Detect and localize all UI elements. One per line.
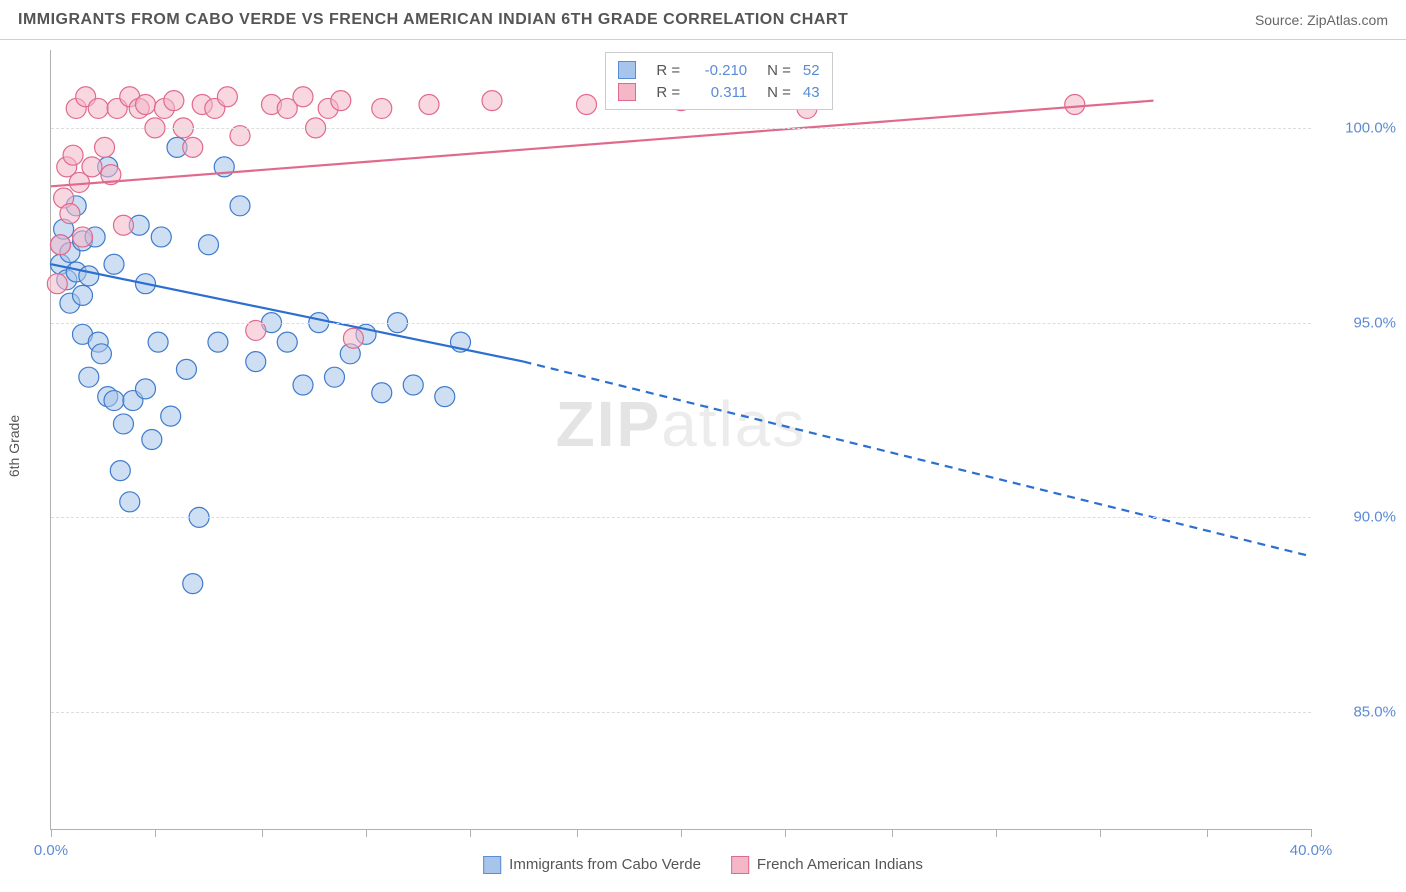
n-value: 43 [803,84,820,101]
gridline [51,517,1311,518]
xtick [681,829,682,837]
n-value: 52 [803,62,820,79]
legend-swatch-1 [483,856,501,874]
n-label: N = [767,62,791,79]
r-label: R = [656,84,680,101]
chart-source: Source: ZipAtlas.com [1255,12,1388,28]
ytick-label: 85.0% [1321,704,1396,721]
ytick-label: 90.0% [1321,509,1396,526]
legend-item-2: French American Indians [731,856,923,874]
xtick [155,829,156,837]
plot-area: ZIPatlas R =-0.210N =52R =0.311N =43 85.… [50,50,1311,830]
corr-swatch [618,83,636,101]
xtick-label: 0.0% [34,842,68,859]
correlation-row: R = -0.210 N = 52 [618,59,819,81]
legend-item-1: Immigrants from Cabo Verde [483,856,701,874]
chart-header: IMMIGRANTS FROM CABO VERDE VS FRENCH AME… [0,0,1406,40]
r-value: 0.311 [692,84,747,101]
corr-swatch [618,61,636,79]
n-label: N = [767,84,791,101]
xtick [996,829,997,837]
chart-title: IMMIGRANTS FROM CABO VERDE VS FRENCH AME… [18,11,848,29]
y-axis-label: 6th Grade [6,415,22,477]
gridline [51,128,1311,129]
xtick [1207,829,1208,837]
legend-label-1: Immigrants from Cabo Verde [509,856,701,873]
correlation-legend: R = -0.210 N = 52 R = 0.311 N = 43 [605,52,832,110]
r-value: -0.210 [692,62,747,79]
xtick [577,829,578,837]
xtick [470,829,471,837]
xtick [366,829,367,837]
xtick-label: 40.0% [1290,842,1333,859]
xtick [892,829,893,837]
xtick [1311,829,1312,837]
legend-label-2: French American Indians [757,856,923,873]
bottom-legend: Immigrants from Cabo Verde French Americ… [483,856,923,874]
xtick [262,829,263,837]
correlation-row: R = 0.311 N = 43 [618,81,819,103]
r-label: R = [656,62,680,79]
xtick [1100,829,1101,837]
source-prefix: Source: [1255,12,1307,28]
xtick [51,829,52,837]
source-name: ZipAtlas.com [1307,12,1388,28]
ytick-label: 95.0% [1321,314,1396,331]
ytick-label: 100.0% [1321,119,1396,136]
gridline [51,712,1311,713]
xtick [785,829,786,837]
gridline [51,323,1311,324]
legend-swatch-2 [731,856,749,874]
